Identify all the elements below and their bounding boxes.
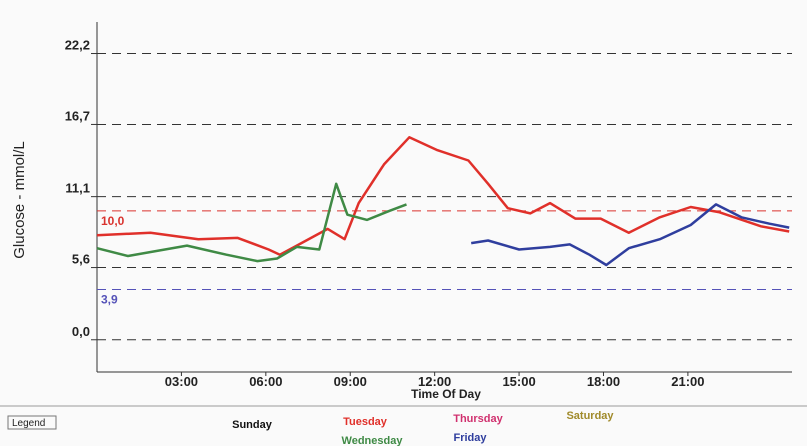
series-line xyxy=(471,203,790,267)
legend-label: Wednesday xyxy=(342,435,404,446)
x-tick-label: 06:00 xyxy=(249,374,282,389)
legend-label: Friday xyxy=(453,432,487,444)
x-tick-label: 12:00 xyxy=(418,374,451,389)
legend-label: Sunday xyxy=(232,419,273,431)
legend-box xyxy=(7,415,57,430)
legend-title: Legend xyxy=(12,418,45,429)
x-tick-label: 03:00 xyxy=(165,374,198,389)
y-tick-label: 11,1 xyxy=(65,181,90,196)
x-tick-label: 09:00 xyxy=(334,374,367,389)
reference-label: 10,0 xyxy=(101,214,125,228)
y-tick-label: 5,6 xyxy=(72,252,90,267)
x-tick-label: 21:00 xyxy=(671,374,704,389)
x-axis-label: Time Of Day xyxy=(411,387,481,401)
x-tick-label: 18:00 xyxy=(587,374,620,389)
x-tick-label: 15:00 xyxy=(502,374,535,389)
y-axis-label: Glucose - mmol/L xyxy=(11,141,28,259)
reference-label: 3,9 xyxy=(101,292,118,306)
y-tick-label: 22,2 xyxy=(65,38,90,53)
series-line xyxy=(96,182,407,263)
y-tick-label: 0,0 xyxy=(72,324,90,339)
legend-label: Saturday xyxy=(566,410,614,422)
series-line xyxy=(96,136,790,256)
legend-label: Tuesday xyxy=(343,416,388,428)
legend-label: Thursday xyxy=(453,413,503,425)
y-tick-label: 16,7 xyxy=(65,108,90,123)
